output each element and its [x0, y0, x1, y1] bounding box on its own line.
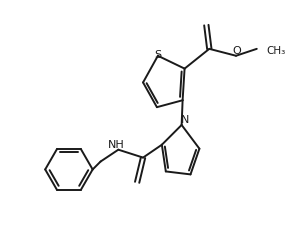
- Text: NH: NH: [108, 140, 125, 150]
- Text: O: O: [233, 46, 241, 56]
- Text: S: S: [154, 50, 162, 60]
- Text: N: N: [180, 115, 189, 125]
- Text: CH₃: CH₃: [267, 46, 286, 56]
